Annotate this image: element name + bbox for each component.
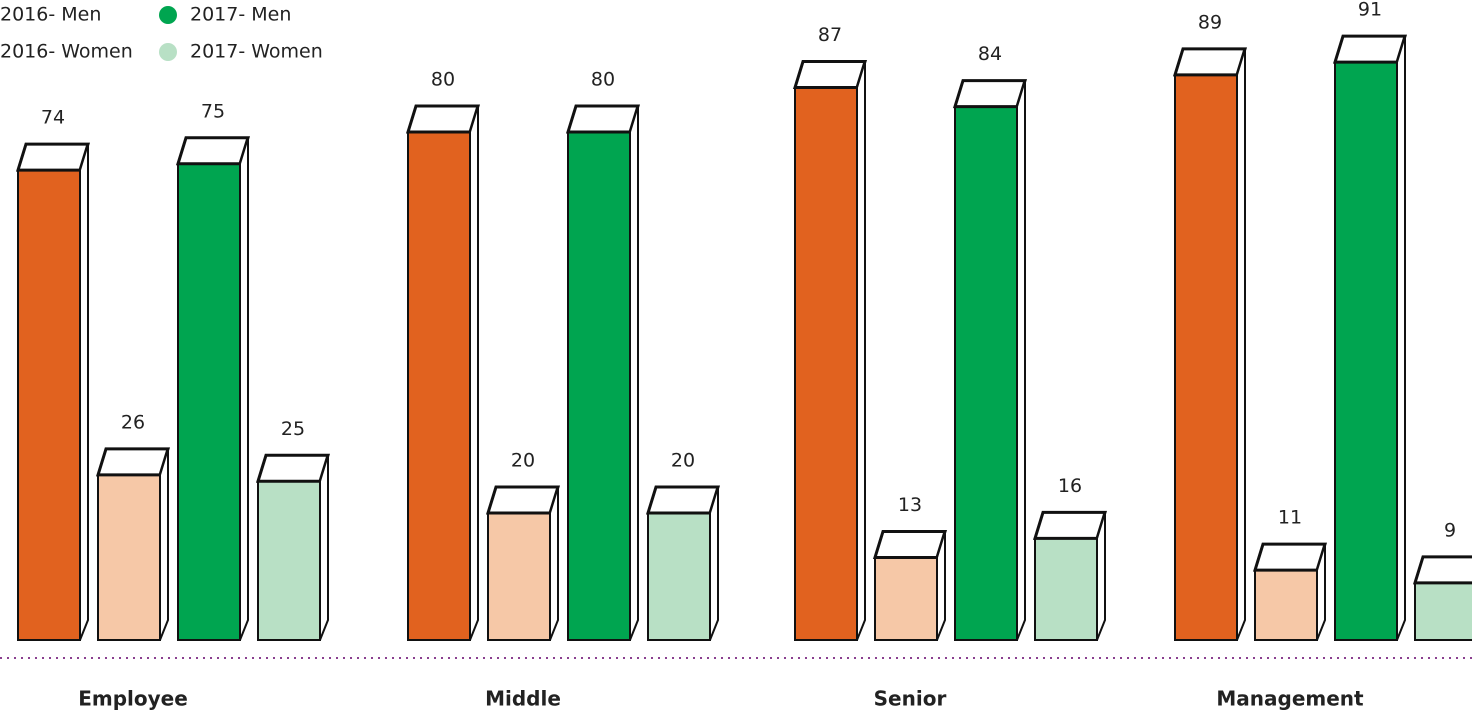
bar-side: [936, 531, 946, 641]
bar-top: [175, 136, 251, 166]
bar-top: [792, 60, 868, 90]
bar-side: [319, 454, 329, 641]
bar: [1034, 537, 1098, 642]
category-label: Senior: [874, 687, 947, 711]
legend-marker: [159, 43, 177, 61]
bar-top: [255, 453, 331, 483]
value-label: 11: [1278, 507, 1302, 529]
bar-top: [645, 485, 721, 515]
legend-marker: [159, 6, 177, 24]
bar: [567, 131, 631, 641]
value-label: 16: [1058, 475, 1082, 497]
bar-side: [1316, 543, 1326, 641]
value-label: 9: [1444, 519, 1456, 541]
bar-top: [872, 529, 948, 559]
value-label: 26: [121, 411, 145, 433]
bar-side: [1096, 512, 1106, 641]
bar: [647, 512, 711, 641]
bar-side: [239, 137, 249, 641]
bar-top: [405, 104, 481, 134]
bar-top: [1172, 47, 1248, 77]
value-label: 84: [978, 43, 1002, 65]
value-label: 80: [431, 69, 455, 91]
bar: [954, 105, 1018, 642]
bar: [17, 169, 81, 641]
bar: [1414, 581, 1472, 641]
legend-label: 2016- Men: [0, 4, 101, 26]
bar-side: [159, 448, 169, 641]
value-label: 25: [281, 418, 305, 440]
bar-side: [469, 105, 479, 641]
bar: [177, 162, 241, 641]
bar-side: [629, 105, 639, 641]
bar: [794, 86, 858, 642]
bar: [1174, 73, 1238, 642]
bar: [487, 512, 551, 641]
category-label: Management: [1216, 687, 1364, 711]
bar: [407, 131, 471, 641]
bar-top: [1412, 555, 1472, 585]
bar-top: [1332, 34, 1408, 64]
bar: [1254, 569, 1318, 642]
bar-side: [549, 486, 559, 641]
value-label: 75: [201, 100, 225, 122]
legend-label: 2017- Women: [190, 41, 323, 63]
bar-top: [15, 142, 91, 172]
bar: [97, 473, 161, 641]
bar: [1334, 61, 1398, 641]
bar-top: [565, 104, 641, 134]
value-label: 80: [591, 69, 615, 91]
value-label: 87: [818, 24, 842, 46]
value-label: 91: [1358, 0, 1382, 21]
bar: [874, 556, 938, 642]
bar-top: [485, 485, 561, 515]
value-label: 20: [511, 450, 535, 472]
bar-top: [95, 447, 171, 477]
bar-side: [709, 486, 719, 641]
legend-label: 2016- Women: [0, 41, 133, 63]
value-label: 74: [41, 107, 65, 129]
legend-label: 2017- Men: [190, 4, 291, 26]
bar-top: [1032, 510, 1108, 540]
value-label: 89: [1198, 11, 1222, 33]
bar-side: [1236, 48, 1246, 641]
bar-side: [856, 61, 866, 641]
value-label: 13: [898, 494, 922, 516]
category-label: Middle: [485, 687, 561, 711]
bar: [257, 480, 321, 641]
bar-side: [1016, 80, 1026, 641]
bar-side: [79, 143, 89, 641]
bar-side: [1396, 35, 1406, 641]
category-label: Employee: [78, 687, 188, 711]
bar-top: [1252, 542, 1328, 572]
bar-top: [952, 79, 1028, 109]
value-label: 20: [671, 450, 695, 472]
